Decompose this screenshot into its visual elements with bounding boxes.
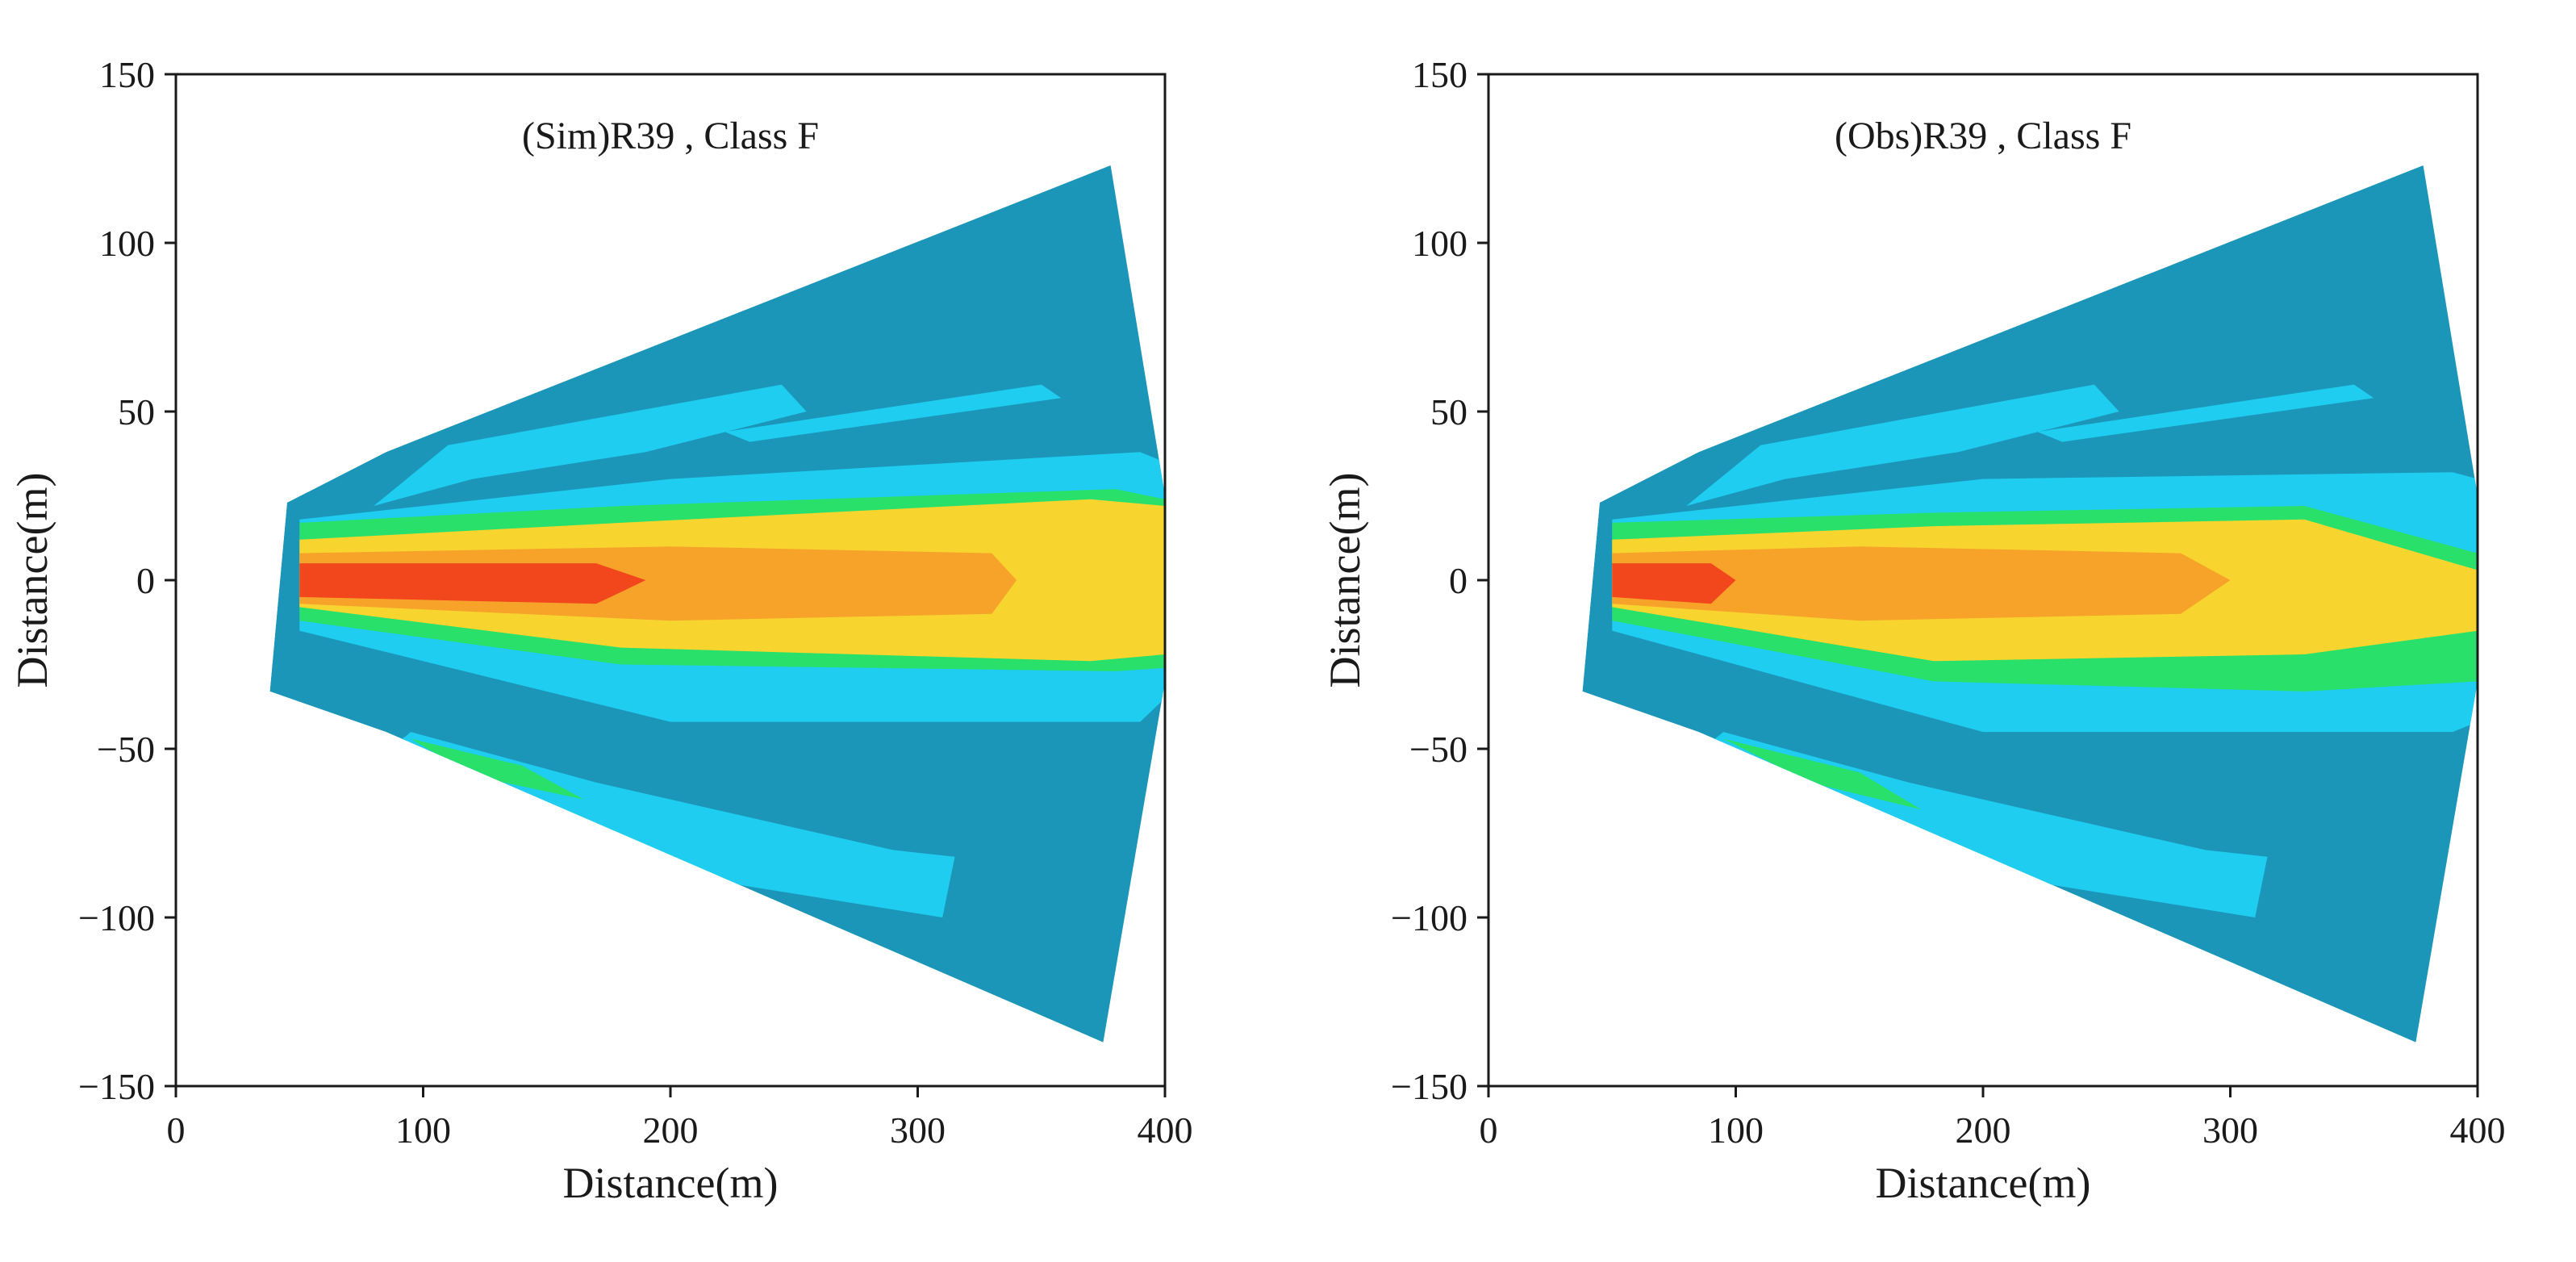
y-tick-label: −50 [97, 729, 155, 770]
y-axis-label: Distance(m) [1321, 473, 1369, 688]
panel-title: (Sim)R39 , Class F [522, 115, 819, 157]
y-tick-label: 100 [1412, 223, 1468, 264]
contour-zone-red-core [299, 563, 646, 604]
contour-zone-upper-streak [724, 384, 1062, 442]
x-tick-label: 300 [2202, 1109, 2258, 1151]
contour-zones [1582, 165, 2478, 1043]
x-tick-label: 0 [167, 1109, 186, 1151]
y-tick-label: −100 [1391, 897, 1468, 938]
x-tick-label: 400 [1138, 1109, 1193, 1151]
contour-zone-lower-green-patch [1723, 738, 1922, 810]
y-tick-label: 150 [99, 54, 155, 95]
contour-zone-upper-light-band [1686, 384, 2119, 506]
contour-zone-lower-green-patch [411, 738, 584, 800]
y-tick-label: 0 [1449, 560, 1468, 601]
x-axis-label: Distance(m) [563, 1159, 779, 1207]
y-axis-label: Distance(m) [8, 473, 56, 688]
contour-zones [269, 165, 1165, 1043]
x-tick-label: 0 [1480, 1109, 1498, 1151]
x-tick-label: 100 [395, 1109, 451, 1151]
x-tick-label: 200 [1956, 1109, 2011, 1151]
y-tick-label: −50 [1409, 729, 1468, 770]
y-tick-label: −150 [78, 1066, 155, 1107]
x-tick-label: 400 [2450, 1109, 2506, 1151]
y-tick-label: 150 [1412, 54, 1468, 95]
y-tick-label: −150 [1391, 1066, 1468, 1107]
contour-zone-orange-core [1612, 546, 2231, 621]
y-tick-label: −100 [78, 897, 155, 938]
panel-title: (Obs)R39 , Class F [1835, 115, 2131, 157]
y-tick-label: 0 [136, 560, 155, 601]
contour-zone-upper-streak [2037, 384, 2374, 442]
chart-panel-2: 0 100 200 300 400 150 100 50 0 −50 −100 −150 Distanc… [1321, 54, 2506, 1207]
chart-panel-1: 0 100 200 300 400 150 100 50 0 −50 −100 −150 Distanc… [8, 54, 1193, 1207]
contour-zone-red-core [1612, 563, 1736, 604]
y-tick-label: 50 [1430, 391, 1468, 433]
y-tick-label: 50 [118, 391, 155, 433]
x-tick-label: 200 [643, 1109, 699, 1151]
x-tick-label: 100 [1708, 1109, 1764, 1151]
x-tick-label: 300 [890, 1109, 946, 1151]
x-axis-label: Distance(m) [1876, 1159, 2091, 1207]
contour-zone-upper-light-band [374, 384, 807, 506]
y-tick-label: 100 [99, 223, 155, 264]
